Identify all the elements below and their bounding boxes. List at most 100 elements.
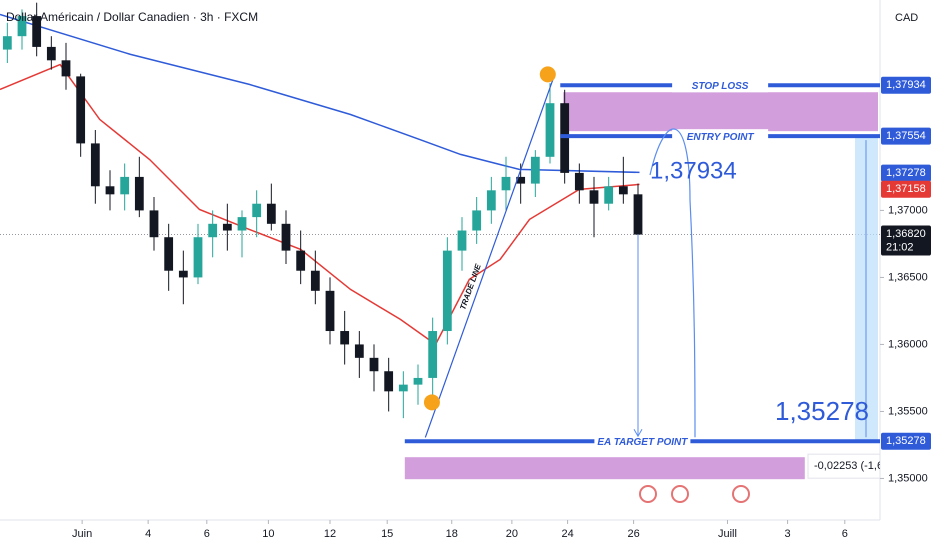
x-tick-label: 6 [204,528,210,540]
candle-body [32,16,42,47]
price-label: 1,37934 [886,79,926,91]
candle-body [164,237,174,271]
price-label: 1,35278 [886,435,926,447]
x-tick-label: 20 [506,528,518,540]
x-tick-label: Juin [72,528,92,540]
candle-body [134,176,144,211]
candle-body [516,176,526,184]
annotation: 1,35278 [775,396,869,426]
candle-body [325,290,335,332]
event-icon[interactable] [671,485,689,503]
candle-body [442,250,452,332]
event-icons [639,485,750,503]
y-tick-label: 1,35500 [888,405,928,417]
price-label-bg [881,127,931,145]
candle-body [149,210,159,238]
candle-body [105,186,115,195]
candle-body [501,176,511,191]
candle-body [237,217,247,231]
price-label: 1,37554 [886,130,926,142]
candle-body [413,377,423,385]
candle-body [2,36,12,50]
event-icon[interactable] [639,485,657,503]
currency: CAD [895,12,918,24]
candle-body [61,60,71,77]
candle-body [120,176,130,195]
candle-body [17,16,27,37]
y-tick-label: 1,36500 [888,271,928,283]
candle-body [369,357,379,372]
candle-body [633,194,643,235]
x-tick-label: 3 [785,528,791,540]
moving-average [0,13,640,174]
candle-body [296,250,306,271]
annotation: 1,37934 [650,157,737,184]
price-label: 1,37278 [886,167,926,179]
candle-body [574,172,584,191]
candle-body [354,344,364,358]
candle-body [310,270,320,291]
price-label-bg [881,180,931,198]
moving-average [0,63,640,346]
candle-body [457,230,467,251]
x-tick-label: 10 [262,528,274,540]
candle-body [618,186,628,195]
event-icon[interactable] [732,485,750,503]
candle-body [208,223,218,238]
price-label-bg [881,76,931,94]
candle-body [545,103,555,157]
candle-body [384,371,394,392]
chart-title: Dollar Américain / Dollar Canadien · 3h … [6,10,258,24]
price-countdown: 21:02 [886,241,914,253]
level-label-bg [672,78,769,93]
x-tick-label: 26 [627,528,639,540]
level-label: STOP LOSS [692,81,749,92]
measure-label-bg [807,453,881,479]
x-tick-label: 4 [145,528,151,540]
pivot-marker [423,394,440,411]
y-tick-label: 1,37000 [888,204,928,216]
trade-line [424,79,554,438]
price-label: 1,36820 [886,228,926,240]
level-label: ENTRY POINT [687,132,755,143]
x-tick-label: 6 [842,528,848,540]
level-label-bg [594,434,691,449]
x-tick-label: 24 [561,528,573,540]
candle-body [252,203,262,218]
pivot-marker [539,66,556,83]
x-tick-label: Juill [718,528,737,540]
candle-body [193,237,203,278]
candle-body [589,190,599,204]
price-label-bg [881,225,931,256]
stop-zone [563,92,878,132]
candle-body [398,384,408,392]
candle-body [281,223,291,251]
x-tick-label: 15 [381,528,393,540]
candle-body [472,210,482,231]
measure-label: -0,02253 (-1,64 [814,460,889,472]
x-tick-label: 18 [446,528,458,540]
candle-body [428,331,438,378]
y-tick-label: 1,36000 [888,338,928,350]
price-label: 1,37158 [886,183,926,195]
curve-arrow [649,128,696,438]
target-zone [404,457,805,480]
measure-label-clip: -0,02253 (-1,64 [814,460,889,472]
candle-body [178,270,188,278]
x-tick-label: 12 [324,528,336,540]
y-tick-label: 1,35000 [888,472,928,484]
price-label-bg [881,432,931,450]
candle-body [486,190,496,211]
candle-body [530,156,540,184]
candle-body [76,76,86,144]
candle-body [266,203,276,224]
level-label-bg [672,129,769,144]
price-label-bg [881,164,931,182]
target-arrow-head [633,428,643,438]
candle-body [46,46,56,61]
level-label: EA TARGET POINT [597,437,688,448]
candle-body [90,143,100,187]
candle-body [604,186,614,204]
candle-body [340,331,350,345]
